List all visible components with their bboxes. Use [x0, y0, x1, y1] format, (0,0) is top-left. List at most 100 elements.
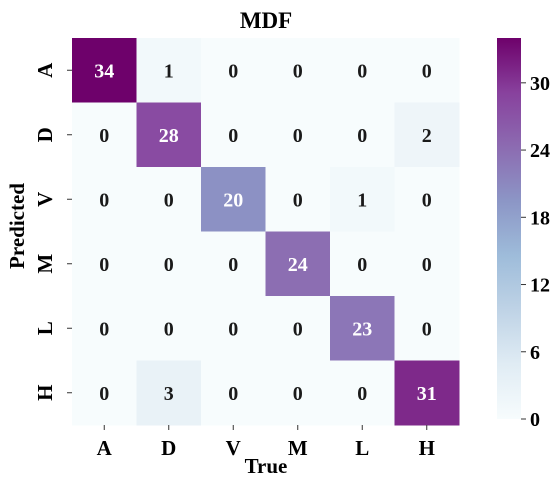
cell-value-label: 0 [164, 254, 174, 276]
x-tick-label: V [226, 436, 241, 460]
heatmap-cell [201, 102, 266, 168]
cell-value-label: 31 [417, 383, 437, 405]
cell-value-label: 0 [228, 318, 238, 340]
cell-value-label: 0 [164, 189, 174, 211]
cell-value-label: 0 [228, 383, 238, 405]
heatmap-cell [136, 296, 202, 361]
colorbar: 0 6 12 18 24 30 [497, 38, 550, 431]
colorbar-tick-label: 18 [530, 207, 550, 229]
cell-value-label: 0 [357, 254, 367, 276]
heatmap-cell [201, 38, 266, 103]
colorbar-gradient [497, 38, 521, 419]
cell-value-label: 0 [293, 125, 303, 147]
cell-value-label: 0 [422, 189, 432, 211]
heatmap-cell [394, 167, 460, 232]
cell-value-label: 1 [357, 189, 367, 211]
cell-value-label: 0 [422, 318, 432, 340]
cell-value-label: 0 [422, 60, 432, 82]
heatmap-cell [136, 102, 202, 168]
y-axis-label: Predicted [5, 183, 29, 269]
cell-value-label: 0 [357, 383, 367, 405]
cell-value-label: 0 [99, 383, 109, 405]
heatmap-cell [72, 296, 137, 361]
x-tick-label: A [97, 436, 113, 460]
heatmap-cell [394, 38, 460, 103]
cell-value-label: 28 [159, 125, 179, 147]
heatmap-cell [265, 296, 331, 361]
colorbar-tick-label: 0 [530, 409, 540, 431]
cell-value-label: 24 [288, 254, 308, 276]
cell-value-label: 23 [352, 318, 372, 340]
heatmap-cell [265, 167, 331, 232]
heatmap-cell [136, 360, 202, 426]
heatmap-cell [330, 167, 395, 232]
heatmap-cell [265, 102, 331, 168]
cell-value-label: 0 [422, 254, 432, 276]
x-axis-label: True [245, 454, 288, 478]
cell-value-label: 1 [164, 60, 174, 82]
y-tick-label: D [33, 127, 57, 142]
heatmap-cell [72, 38, 137, 103]
cell-value-label: 0 [293, 383, 303, 405]
cell-value-label: 0 [293, 60, 303, 82]
heatmap-cell-labels: 34 1 0 0 0 00 28 0 0 0 20 0 20 0 1 00 0 0 24 0 00 0 0 0 23 00 3 0 0 0… [94, 60, 437, 405]
heatmap-cell [330, 296, 395, 361]
heatmap-cell [330, 102, 395, 168]
heatmap-cell [201, 231, 266, 297]
heatmap-cell [201, 360, 266, 426]
colorbar-tick-label: 6 [530, 342, 540, 364]
heatmap-cell [265, 360, 331, 426]
cell-value-label: 0 [228, 254, 238, 276]
heatmap-cell [330, 231, 395, 297]
x-tick-label: M [288, 436, 308, 460]
y-tick-label: L [33, 321, 57, 335]
heatmap-cell [394, 360, 460, 426]
heatmap-cell [201, 296, 266, 361]
cell-value-label: 2 [422, 125, 432, 147]
cell-value-label: 0 [99, 125, 109, 147]
heatmap-cell [72, 102, 137, 168]
y-tick-label: M [33, 254, 57, 274]
x-tick-label: D [161, 436, 176, 460]
heatmap-cell [394, 296, 460, 361]
heatmap-cell [265, 231, 331, 297]
heatmap-cell [265, 38, 331, 103]
cell-value-label: 0 [293, 189, 303, 211]
heatmap-cell [72, 167, 137, 232]
cell-value-label: 0 [357, 125, 367, 147]
cell-value-label: 0 [99, 318, 109, 340]
colorbar-tick-label: 30 [530, 73, 550, 95]
cell-value-label: 20 [223, 189, 243, 211]
cell-value-label: 0 [228, 60, 238, 82]
cell-value-label: 3 [164, 383, 174, 405]
heatmap-cell [394, 102, 460, 168]
y-tick-label: H [33, 385, 57, 401]
colorbar-tick-label: 24 [530, 140, 550, 162]
colorbar-tick-label: 12 [530, 275, 550, 297]
heatmap-cell [136, 231, 202, 297]
x-tick-label: H [419, 436, 435, 460]
heatmap-cell [330, 38, 395, 103]
cell-value-label: 0 [293, 318, 303, 340]
cell-value-label: 34 [94, 60, 114, 82]
heatmap-cell [201, 167, 266, 232]
cell-value-label: 0 [99, 189, 109, 211]
heatmap-cell [330, 360, 395, 426]
cell-value-label: 0 [99, 254, 109, 276]
heatmap-cell [136, 38, 202, 103]
heatmap-cells [72, 38, 460, 426]
x-tick-label: L [355, 436, 369, 460]
cell-value-label: 0 [164, 318, 174, 340]
cell-value-label: 0 [228, 125, 238, 147]
cell-value-label: 0 [357, 60, 367, 82]
y-tick-labels: A D V M L H [33, 62, 72, 401]
heatmap-cell [72, 231, 137, 297]
heatmap-cell [72, 360, 137, 426]
heatmap-cell [394, 231, 460, 297]
heatmap-cell [136, 167, 202, 232]
chart-title: MDF [240, 8, 292, 33]
y-tick-label: A [33, 62, 57, 78]
